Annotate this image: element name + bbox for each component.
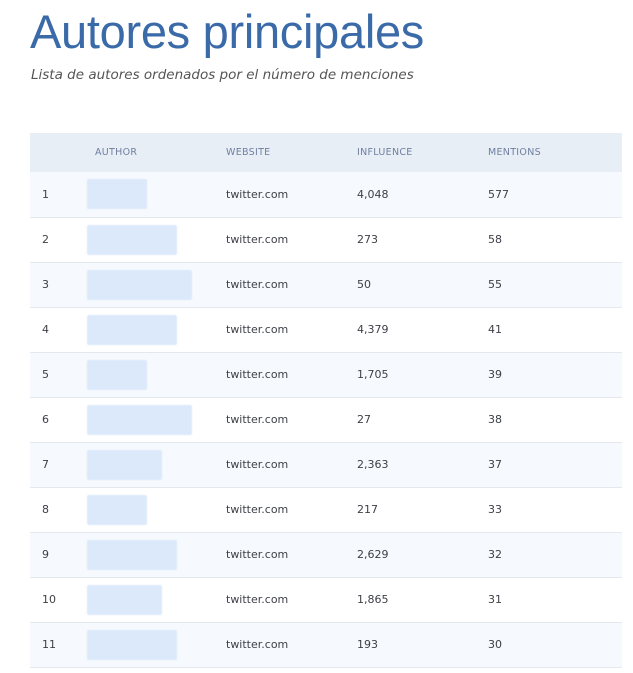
table-body: 1 twitter.com 4,048 577 2 twitter.com 273 58 3 tw… [30,172,622,667]
author-cell[interactable] [87,352,226,397]
table-row[interactable]: 1 twitter.com 4,048 577 [30,172,622,217]
table-row[interactable]: 2 twitter.com 273 58 [30,217,622,262]
author-cell[interactable] [87,532,226,577]
rank-cell: 6 [42,413,49,426]
table-row[interactable]: 4 twitter.com 4,379 41 [30,307,622,352]
mentions-cell: 33 [488,503,502,516]
mentions-cell: 55 [488,278,502,291]
table-row[interactable]: 5 twitter.com 1,705 39 [30,352,622,397]
redacted-author-name [87,629,177,660]
page-subtitle: Lista de autores ordenados por el número… [31,67,414,83]
mentions-cell: 32 [488,548,502,561]
author-cell[interactable] [87,397,226,442]
mentions-cell: 41 [488,323,502,336]
website-cell[interactable]: twitter.com [226,368,289,381]
column-header-influence[interactable]: INFLUENCE [357,147,413,158]
mentions-cell: 39 [488,368,502,381]
table-header-row: AUTHOR WEBSITE INFLUENCE MENTIONS [30,133,622,172]
rank-cell: 4 [42,323,49,336]
website-cell[interactable]: twitter.com [226,638,289,651]
table-row[interactable]: 10 twitter.com 1,865 31 [30,577,622,622]
table-row[interactable]: 9 twitter.com 2,629 32 [30,532,622,577]
website-cell[interactable]: twitter.com [226,593,289,606]
website-cell[interactable]: twitter.com [226,458,289,471]
influence-cell: 50 [357,278,371,291]
rank-cell: 10 [42,593,56,606]
redacted-author-name [87,269,192,300]
influence-cell: 217 [357,503,378,516]
authors-table: AUTHOR WEBSITE INFLUENCE MENTIONS 1 twitt… [30,133,622,668]
column-header-website[interactable]: WEBSITE [226,147,271,158]
rank-cell: 5 [42,368,49,381]
website-cell[interactable]: twitter.com [226,323,289,336]
rank-cell: 11 [42,638,56,651]
rank-cell: 2 [42,233,49,246]
author-cell[interactable] [87,172,226,217]
redacted-author-name [87,449,162,480]
table-row[interactable]: 6 twitter.com 27 38 [30,397,622,442]
table-header: AUTHOR WEBSITE INFLUENCE MENTIONS [30,133,622,172]
rank-cell: 9 [42,548,49,561]
author-cell[interactable] [87,487,226,532]
table-row[interactable]: 3 twitter.com 50 55 [30,262,622,307]
column-header-mentions[interactable]: MENTIONS [488,147,541,158]
website-cell[interactable]: twitter.com [226,233,289,246]
mentions-cell: 58 [488,233,502,246]
author-cell[interactable] [87,442,226,487]
influence-cell: 27 [357,413,371,426]
mentions-cell: 30 [488,638,502,651]
table-row[interactable]: 8 twitter.com 217 33 [30,487,622,532]
website-cell[interactable]: twitter.com [226,278,289,291]
authors-table-container: AUTHOR WEBSITE INFLUENCE MENTIONS 1 twitt… [30,133,622,668]
website-cell[interactable]: twitter.com [226,187,289,201]
redacted-author-name [87,404,192,435]
column-header-author[interactable]: AUTHOR [95,147,138,158]
rank-cell: 8 [42,503,49,516]
mentions-cell: 37 [488,458,502,471]
influence-cell: 2,629 [357,548,389,561]
website-cell[interactable]: twitter.com [226,548,289,561]
influence-cell: 1,705 [357,368,389,381]
redacted-author-name [87,359,147,390]
website-cell[interactable]: twitter.com [226,413,289,426]
rank-cell: 7 [42,458,49,471]
mentions-cell: 577 [488,187,509,201]
author-cell[interactable] [87,262,226,307]
author-cell[interactable] [87,307,226,352]
redacted-author-name [87,224,177,255]
influence-cell: 4,048 [357,187,389,201]
redacted-author-name [87,179,147,210]
website-cell[interactable]: twitter.com [226,503,289,516]
table-row[interactable]: 11 twitter.com 193 30 [30,622,622,667]
author-cell[interactable] [87,622,226,667]
author-cell[interactable] [87,577,226,622]
redacted-author-name [87,539,177,570]
column-header-rank [30,133,95,172]
redacted-author-name [87,314,177,345]
page-title: Autores principales [30,5,425,58]
table-row[interactable]: 7 twitter.com 2,363 37 [30,442,622,487]
influence-cell: 2,363 [357,458,389,471]
influence-cell: 4,379 [357,323,389,336]
mentions-cell: 38 [488,413,502,426]
mentions-cell: 31 [488,593,502,606]
rank-cell: 1 [42,187,49,201]
influence-cell: 273 [357,233,378,246]
rank-cell: 3 [42,278,49,291]
influence-cell: 193 [357,638,378,651]
redacted-author-name [87,494,147,525]
redacted-author-name [87,584,162,615]
influence-cell: 1,865 [357,593,389,606]
author-cell[interactable] [87,217,226,262]
